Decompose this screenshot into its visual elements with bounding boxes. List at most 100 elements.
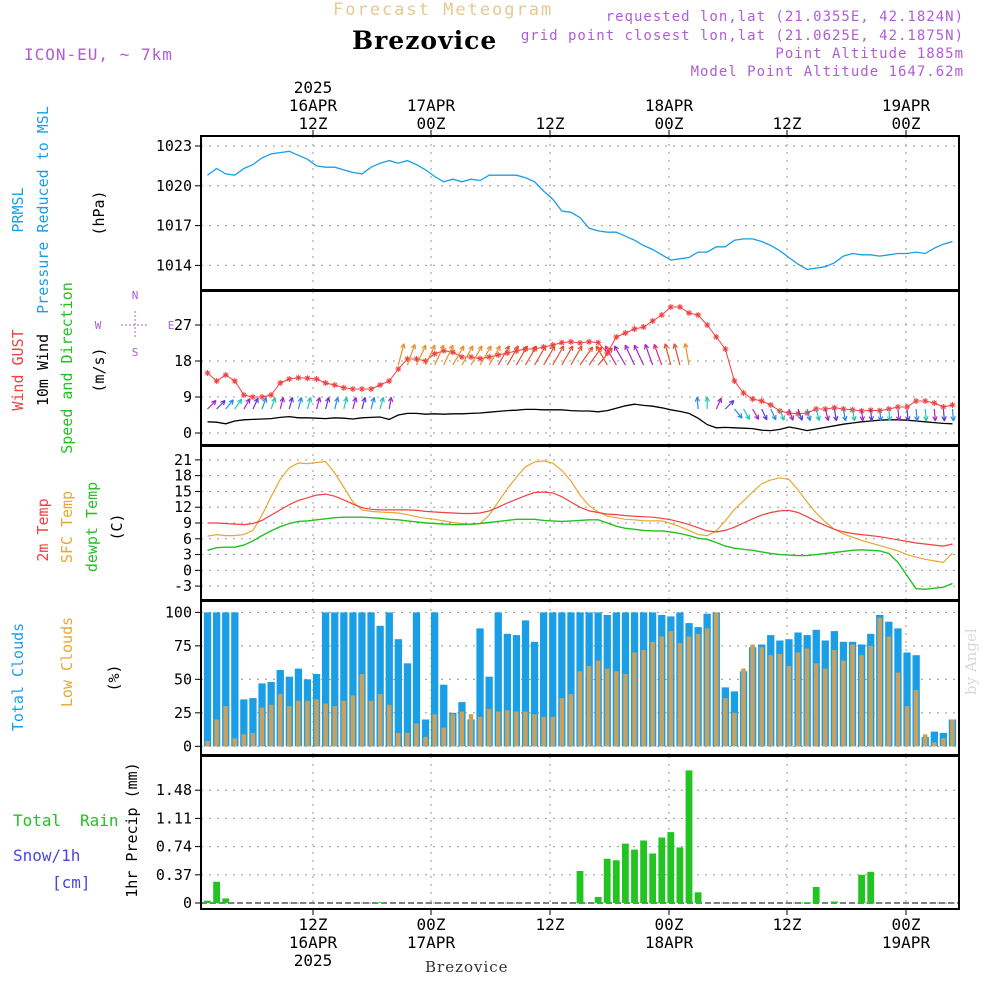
wind-arrow bbox=[644, 343, 654, 366]
gust-point bbox=[259, 394, 266, 400]
precip-bar bbox=[603, 858, 611, 903]
gust-point bbox=[240, 392, 247, 398]
station-title: Brezovice bbox=[352, 26, 498, 55]
wind-arrow bbox=[579, 346, 594, 366]
precip-bar bbox=[213, 881, 220, 903]
gust-point bbox=[340, 384, 347, 391]
wind-arrow bbox=[779, 408, 786, 421]
gust-point bbox=[513, 348, 520, 354]
ytick-label-temperature-2: 15 bbox=[174, 482, 192, 500]
ytick-label-pressure-3: 1014 bbox=[156, 256, 192, 274]
gust-point bbox=[222, 372, 229, 378]
ytick-label-precip-4: 0 bbox=[183, 894, 192, 912]
low-cloud-bar bbox=[314, 699, 319, 747]
low-cloud-bar bbox=[296, 700, 301, 747]
label-wind-unit: (m/s) bbox=[90, 347, 108, 392]
total-cloud-bar bbox=[440, 684, 448, 747]
ytick-label-pressure-1: 1020 bbox=[156, 177, 192, 195]
total-cloud-bar bbox=[530, 641, 539, 747]
low-cloud-bar bbox=[414, 723, 419, 747]
low-cloud-bar bbox=[595, 660, 601, 747]
wind-arrow bbox=[387, 396, 394, 410]
total-cloud-bar bbox=[403, 663, 412, 747]
wind-arrow bbox=[334, 397, 340, 410]
wind-arrow bbox=[877, 408, 884, 422]
low-cloud-bar bbox=[332, 706, 337, 747]
gust-point bbox=[440, 347, 447, 354]
compass-e: E bbox=[168, 319, 175, 332]
low-cloud-bar bbox=[641, 649, 646, 747]
time-bottom-label-2-0: 12Z bbox=[536, 915, 565, 934]
gust-point bbox=[804, 410, 811, 416]
low-cloud-bar bbox=[932, 742, 937, 747]
wind-arrow bbox=[932, 408, 938, 422]
total-cloud-bar bbox=[349, 612, 357, 747]
panel-frame-wind bbox=[200, 290, 960, 446]
precip-bar bbox=[658, 837, 666, 903]
precip-bar bbox=[631, 849, 638, 903]
ytick-label-temperature-7: 0 bbox=[183, 561, 192, 579]
wind-arrow bbox=[506, 345, 519, 366]
precip-bar bbox=[204, 900, 211, 903]
total-cloud-bar bbox=[249, 698, 257, 747]
wind-arrow bbox=[252, 397, 259, 410]
low-cloud-bar bbox=[577, 671, 583, 747]
low-cloud-bar bbox=[941, 738, 946, 747]
wind-arrow bbox=[761, 408, 768, 421]
precip-bar bbox=[803, 902, 811, 903]
wind-arrow bbox=[815, 408, 821, 421]
total-cloud-bar bbox=[476, 628, 484, 747]
compass-w: W bbox=[95, 319, 102, 332]
low-cloud-bar bbox=[250, 732, 256, 747]
total-cloud-bar bbox=[231, 612, 239, 747]
label-rain: Rain bbox=[80, 811, 119, 830]
pressure-line bbox=[207, 150, 953, 271]
wind-arrow bbox=[683, 342, 690, 366]
wind-arrow bbox=[950, 408, 956, 422]
time-bottom-label-0-0: 12Z bbox=[299, 915, 328, 934]
wind-arrow bbox=[461, 345, 474, 366]
ytick-label-temperature-5: 6 bbox=[183, 530, 192, 548]
gust-point bbox=[604, 350, 611, 356]
gust-point bbox=[940, 404, 947, 410]
gust-point bbox=[640, 324, 647, 330]
total-cloud-bar bbox=[558, 612, 566, 747]
low-cloud-bar bbox=[496, 711, 501, 747]
time-top-label-0-0: 2025 bbox=[294, 78, 333, 97]
wind-arrow bbox=[261, 397, 268, 410]
gust-point bbox=[286, 376, 293, 382]
label-snow: Snow/1h bbox=[13, 846, 80, 865]
low-cloud-bar bbox=[368, 700, 374, 747]
label-t2m: 2m Temp bbox=[34, 498, 52, 561]
time-top-label-3-2: 00Z bbox=[655, 114, 684, 133]
gust-point bbox=[404, 356, 411, 362]
gust-point bbox=[722, 346, 729, 352]
gust-point bbox=[477, 355, 484, 362]
precip-bar bbox=[676, 847, 684, 903]
low-cloud-bar bbox=[205, 741, 210, 747]
low-cloud-bar bbox=[232, 738, 237, 747]
precip-bar bbox=[640, 840, 647, 903]
wind-arrow bbox=[306, 397, 313, 410]
gust-point bbox=[831, 404, 838, 411]
time-bottom-label-3-1: 18APR bbox=[645, 933, 694, 952]
product-title: Forecast Meteogram bbox=[333, 0, 554, 20]
requested-coords: requested lon,lat (21.0355E, 42.1824N) bbox=[605, 9, 964, 25]
low-cloud-bar bbox=[813, 663, 819, 747]
gust-point bbox=[795, 410, 802, 417]
wind-arrow bbox=[797, 408, 804, 421]
wind-arrow bbox=[597, 347, 613, 366]
ytick-label-temperature-0: 21 bbox=[174, 451, 192, 469]
low-cloud-bar bbox=[877, 617, 882, 747]
low-cloud-bar bbox=[305, 700, 310, 747]
label-tsfc: SFC Temp bbox=[58, 491, 76, 563]
low-cloud-bar bbox=[777, 653, 783, 747]
time-bottom-label-5-1: 19APR bbox=[882, 933, 931, 952]
label-layer: N S W E PRMSL Pressure Reduced to MSL (hPa) Win… bbox=[9, 106, 174, 898]
frame-layer bbox=[200, 135, 960, 910]
model-label: ICON-EU, ~ 7km bbox=[24, 45, 173, 64]
low-cloud-bar bbox=[423, 736, 428, 747]
gust-point bbox=[349, 386, 356, 392]
wind-arrow bbox=[788, 408, 795, 421]
